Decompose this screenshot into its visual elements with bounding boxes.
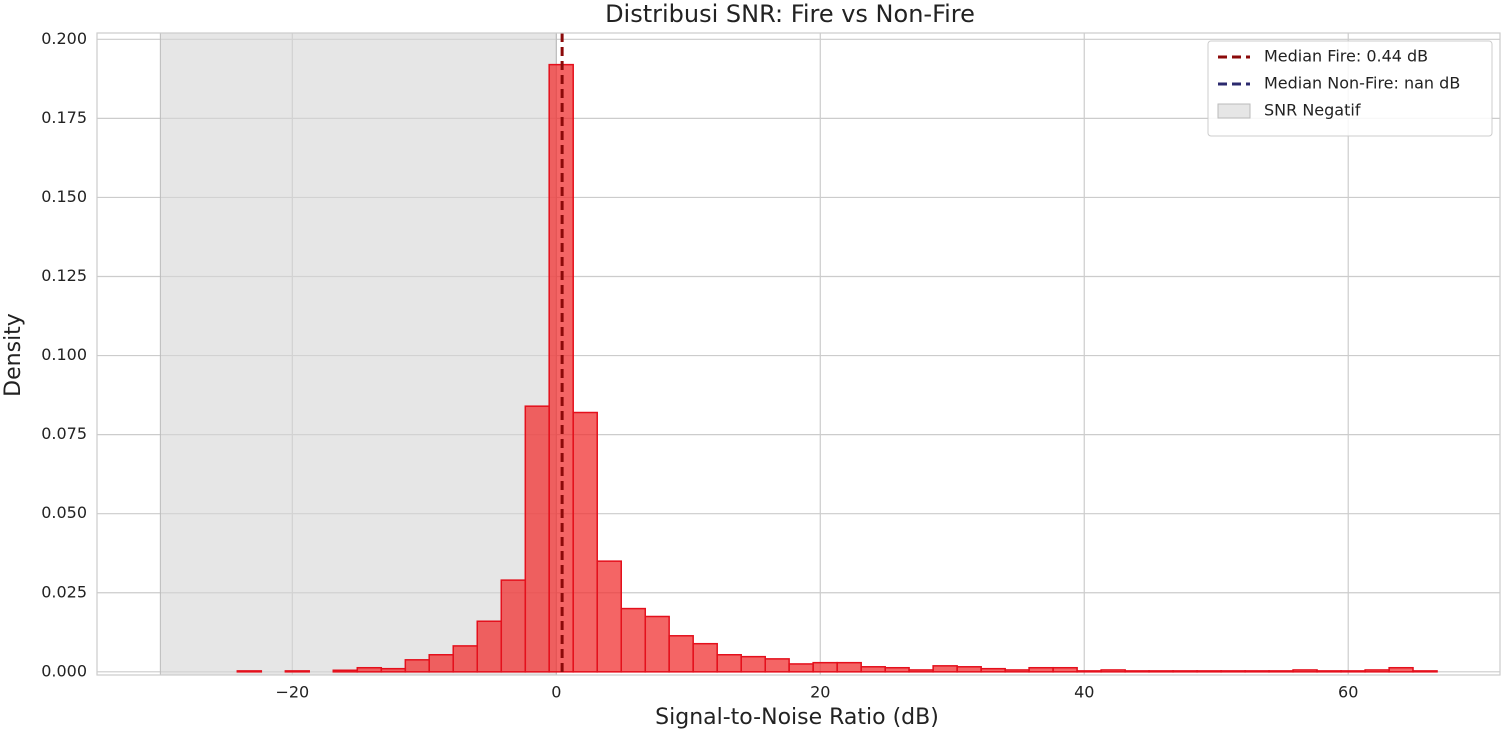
- y-tick-label: 0.050: [41, 503, 87, 522]
- histogram-bar: [284, 670, 310, 673]
- histogram-bar: [500, 579, 527, 673]
- plot-frame: [96, 32, 1501, 676]
- y-tick-label: 0.150: [41, 187, 87, 206]
- histogram-bar: [1148, 670, 1174, 673]
- y-tick-label: 0.200: [41, 29, 87, 48]
- y-tick-label: 0.175: [41, 108, 87, 127]
- histogram-bar: [668, 635, 694, 673]
- histogram-bar: [980, 667, 1006, 673]
- histogram-bar: [956, 666, 982, 673]
- y-tick-label: 0.125: [41, 266, 87, 285]
- histogram-bar: [1412, 670, 1438, 673]
- histogram-bar: [1004, 669, 1030, 673]
- histogram-bar: [740, 655, 766, 673]
- shaded-span: [159, 32, 557, 676]
- x-tick-label: 60: [1338, 683, 1358, 702]
- histogram-bar: [380, 667, 407, 673]
- histogram-bar: [692, 642, 718, 673]
- histogram-bar: [788, 663, 814, 673]
- histogram-bar: [356, 666, 383, 673]
- histogram-bar: [1172, 670, 1198, 673]
- legend-label: SNR Negatif: [1264, 101, 1361, 120]
- x-axis-label: Signal-to-Noise Ratio (dB): [655, 705, 939, 730]
- x-tick-label: −20: [275, 683, 309, 702]
- histogram-bar: [1196, 670, 1222, 673]
- histogram-bar: [1340, 670, 1366, 673]
- y-tick-label: 0.000: [41, 661, 87, 680]
- histogram-bar: [908, 669, 934, 673]
- histogram-bar: [620, 607, 647, 673]
- y-tick-label: 0.100: [41, 345, 87, 364]
- histogram-bar: [812, 661, 838, 673]
- histogram-bar: [1292, 669, 1318, 673]
- y-tick-label: 0.025: [41, 582, 87, 601]
- histogram-bar: [1220, 670, 1246, 673]
- x-tick-label: 0: [551, 683, 561, 702]
- histogram-bar: [1244, 670, 1270, 673]
- histogram-bar: [884, 666, 910, 673]
- histogram-bar: [476, 620, 503, 673]
- legend: Median Fire: 0.44 dB Median Non-Fire: nan…: [1207, 40, 1493, 137]
- histogram-bar: [764, 658, 790, 673]
- histogram-bar: [404, 659, 430, 673]
- legend-label: Median Fire: 0.44 dB: [1264, 47, 1428, 66]
- histogram-bar: [836, 661, 862, 673]
- histogram-bar: [596, 560, 622, 673]
- histogram-bar: [860, 666, 886, 673]
- histogram-bar: [236, 670, 263, 673]
- histogram-bar: [1364, 669, 1390, 673]
- x-tick-label: 40: [1074, 683, 1094, 702]
- y-axis-label: Density: [1, 313, 26, 397]
- histogram-bar: [1052, 666, 1078, 673]
- legend-swatch: [1217, 103, 1251, 119]
- histogram-bar: [716, 654, 742, 673]
- histogram-bar: [1124, 670, 1150, 673]
- histogram-bar: [332, 669, 359, 673]
- histogram-bar: [1316, 670, 1342, 673]
- y-tick-label: 0.075: [41, 424, 87, 443]
- histogram-bar: [1028, 666, 1054, 673]
- histogram-bar: [1100, 669, 1126, 673]
- histogram-bar: [1388, 666, 1414, 673]
- histogram-bar: [428, 654, 454, 673]
- legend-box: [1207, 40, 1493, 137]
- histogram-bar: [1076, 670, 1102, 673]
- histogram-bar: [644, 615, 670, 673]
- legend-label: Median Non-Fire: nan dB: [1264, 74, 1460, 93]
- histogram-bar: [572, 411, 598, 673]
- x-tick-label: 20: [810, 683, 830, 702]
- histogram-bar: [524, 405, 550, 673]
- histogram-bar: [932, 665, 958, 673]
- chart-title: Distribusi SNR: Fire vs Non-Fire: [605, 0, 975, 28]
- histogram-bar: [1268, 670, 1294, 673]
- histogram-bar: [452, 645, 478, 673]
